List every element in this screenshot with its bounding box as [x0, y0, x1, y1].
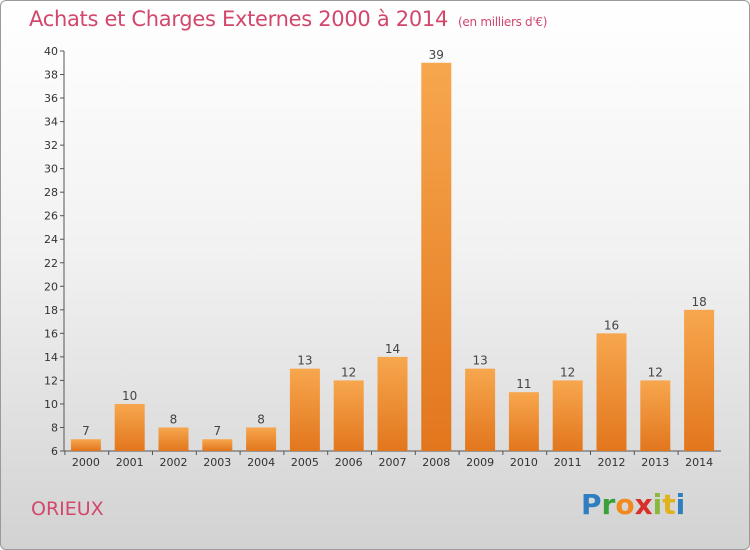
x-tick-label: 2004 — [247, 456, 275, 469]
bar-value-label: 8 — [257, 412, 265, 426]
y-tick-label: 6 — [51, 445, 58, 458]
bar-value-label: 7 — [82, 424, 90, 438]
bar — [246, 427, 277, 451]
bar — [289, 368, 320, 451]
logo-letter: t — [662, 488, 676, 521]
x-tick-label: 2010 — [510, 456, 538, 469]
bar — [465, 368, 496, 451]
y-tick-label: 12 — [44, 374, 58, 387]
chart-title: Achats et Charges Externes 2000 à 2014 (e… — [29, 7, 547, 31]
bar — [508, 392, 539, 451]
bar — [377, 356, 408, 451]
bar-value-label: 12 — [648, 365, 663, 379]
bar-value-label: 14 — [385, 342, 400, 356]
x-tick-label: 2011 — [554, 456, 582, 469]
y-tick-label: 34 — [44, 116, 58, 129]
x-tick-label: 2001 — [116, 456, 144, 469]
bar — [640, 380, 671, 451]
x-tick-label: 2012 — [598, 456, 626, 469]
y-tick-label: 38 — [44, 69, 58, 82]
bar — [158, 427, 189, 451]
logo-letter: x — [634, 488, 653, 521]
x-tick-label: 2002 — [160, 456, 188, 469]
bar-value-label: 10 — [122, 389, 137, 403]
logo-letter: i — [675, 488, 686, 521]
commune-name: ORIEUX — [31, 498, 104, 520]
bar — [202, 439, 233, 451]
bar-value-label: 39 — [429, 48, 444, 62]
y-tick-label: 30 — [44, 163, 58, 176]
bar-value-label: 12 — [341, 365, 356, 379]
proxiti-logo[interactable]: Proxiti — [581, 488, 685, 521]
logo-letter: P — [581, 488, 602, 521]
bar — [421, 62, 452, 451]
bar-value-label: 11 — [516, 377, 531, 391]
y-tick-label: 32 — [44, 139, 58, 152]
y-tick-label: 10 — [44, 398, 58, 411]
bar-value-label: 8 — [170, 412, 178, 426]
x-tick-label: 2013 — [641, 456, 669, 469]
y-tick-label: 16 — [44, 327, 58, 340]
bar-value-label: 13 — [297, 354, 312, 368]
bar-value-label: 18 — [691, 295, 706, 309]
y-tick-label: 20 — [44, 280, 58, 293]
x-tick-label: 2009 — [466, 456, 494, 469]
bar — [70, 439, 101, 451]
bar — [114, 403, 145, 451]
y-tick-label: 28 — [44, 186, 58, 199]
bar-value-label: 13 — [472, 354, 487, 368]
x-tick-label: 2005 — [291, 456, 319, 469]
x-tick-label: 2000 — [72, 456, 100, 469]
x-tick-label: 2008 — [422, 456, 450, 469]
bar — [684, 309, 715, 451]
y-tick-label: 26 — [44, 210, 58, 223]
y-tick-label: 40 — [44, 45, 58, 58]
logo-letter: o — [615, 488, 635, 521]
logo-letter: r — [601, 488, 616, 521]
logo-letter: i — [652, 488, 663, 521]
x-tick-label: 2014 — [685, 456, 713, 469]
y-tick-label: 18 — [44, 304, 58, 317]
bar — [596, 333, 627, 451]
y-tick-label: 36 — [44, 92, 58, 105]
chart-title-text: Achats et Charges Externes 2000 à 2014 — [29, 7, 449, 31]
bar-value-label: 7 — [213, 424, 221, 438]
x-tick-label: 2003 — [203, 456, 231, 469]
bar-value-label: 12 — [560, 365, 575, 379]
chart-subtitle: (en milliers d'€) — [458, 15, 548, 29]
y-tick-label: 24 — [44, 233, 58, 246]
y-tick-label: 14 — [44, 351, 58, 364]
x-tick-label: 2006 — [335, 456, 363, 469]
x-tick-label: 2007 — [379, 456, 407, 469]
bar-value-label: 16 — [604, 318, 619, 332]
y-tick-label: 8 — [51, 421, 58, 434]
y-tick-label: 22 — [44, 257, 58, 270]
bar — [333, 380, 364, 451]
bar — [552, 380, 583, 451]
